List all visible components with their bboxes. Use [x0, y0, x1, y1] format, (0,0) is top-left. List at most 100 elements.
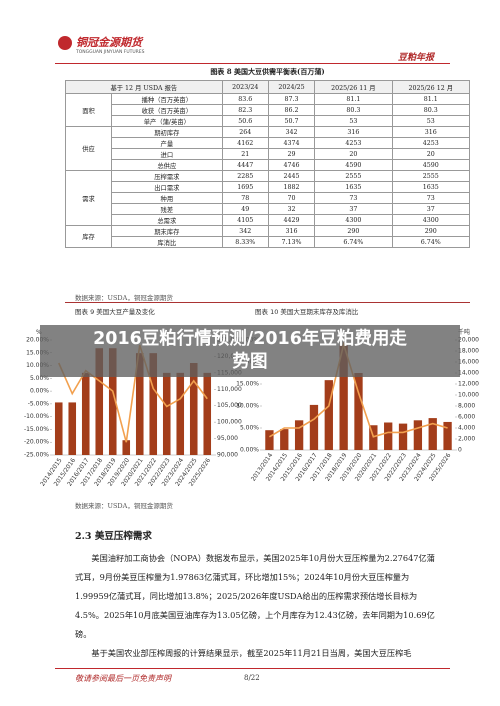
- bar: [354, 373, 363, 450]
- y2-tick-label: 8,000: [458, 403, 475, 410]
- y-axis-label: %: [36, 329, 42, 336]
- report-name: 豆粕年报: [398, 53, 435, 63]
- column-header: 2023/24: [221, 80, 269, 94]
- logo-mark: [58, 36, 72, 50]
- table-row: 库存 期末库存 342 316 290 290: [65, 225, 471, 248]
- y-tick-label: 5.00%: [30, 375, 49, 382]
- table-row: 总需求 4105 4429 4300 4300: [66, 214, 471, 226]
- y2-tick-label: 16,000: [458, 359, 479, 366]
- cell: 290: [314, 225, 393, 237]
- section-heading: 2.3 美豆压榨需求: [75, 531, 152, 542]
- cell: 4253: [314, 137, 393, 149]
- cell: 20: [314, 148, 393, 160]
- cell: 6.74%: [391, 236, 471, 248]
- table-source: 数据来源：USDA，铜冠金源期货: [75, 294, 173, 302]
- table-row: 库消比 8.33% 7.13% 6.74% 6.74%: [66, 236, 471, 248]
- cell: 种用: [111, 192, 223, 204]
- bar: [294, 420, 304, 450]
- cell: 73: [391, 192, 471, 204]
- cell: 4746: [267, 159, 316, 171]
- cell: 80.3: [314, 104, 393, 116]
- bar: [398, 423, 408, 450]
- bar: [108, 348, 117, 455]
- cell: 86.2: [267, 104, 316, 116]
- bar: [413, 420, 423, 450]
- y-tick-label: -5.00%: [28, 400, 50, 407]
- y2-tick-label: 14,000: [458, 370, 479, 377]
- bar: [339, 345, 348, 450]
- table-row: 总供应 4447 4746 4590 4590: [66, 159, 471, 171]
- table-row: 产量 4162 4374 4253 4253: [66, 137, 471, 149]
- cell: 21: [221, 148, 269, 160]
- page-number: 8/22: [244, 674, 260, 682]
- cell: 81.1: [314, 93, 393, 105]
- cell: 出口需求: [111, 181, 223, 193]
- bar: [149, 353, 158, 455]
- bar: [428, 418, 437, 450]
- brand-en: TONGGUAN JINYUAN FUTURES: [76, 50, 145, 55]
- bar: [189, 363, 198, 455]
- bar: [280, 429, 289, 450]
- cell: 32: [267, 203, 316, 215]
- cell: 316: [314, 126, 393, 138]
- y-tick-label: -15.00%: [24, 426, 49, 433]
- bar: [265, 430, 274, 450]
- group-label: 面积: [65, 93, 112, 127]
- cell: 7.13%: [267, 236, 316, 248]
- cell: 2285: [221, 170, 269, 182]
- bar: [54, 402, 63, 455]
- bar: [309, 404, 319, 450]
- cell: 80.3: [391, 104, 471, 116]
- paragraph: 基于美国农业部压榨周报的计算结果显示，截至2025年11月21日当周，美国大豆压…: [91, 648, 412, 658]
- y2-tick-label: 6,000: [458, 414, 475, 421]
- cell: 342: [267, 126, 316, 138]
- cell: 316: [391, 126, 471, 138]
- cell: 20: [391, 148, 471, 160]
- cell: 4300: [391, 214, 471, 226]
- cell: 78: [221, 192, 269, 204]
- y-tick-label: 0.00%: [30, 388, 49, 395]
- bar: [81, 372, 90, 455]
- cell: 50.6: [221, 115, 269, 127]
- cell: 50.7: [267, 115, 316, 127]
- disclaimer: 敬请参阅最后一页免责声明: [75, 674, 171, 683]
- cell: 4300: [314, 214, 393, 226]
- cell: 4253: [391, 137, 471, 149]
- table-row: 出口需求 1695 1882 1635 1635: [66, 181, 471, 193]
- header-rule: [55, 63, 450, 64]
- cell: 37: [391, 203, 471, 215]
- cell: 单产（蒲/英亩）: [111, 115, 223, 127]
- y-tick-label: 0.00%: [240, 447, 259, 454]
- cell: 进口: [111, 148, 223, 160]
- y-tick-label: -25.00%: [24, 452, 49, 459]
- y2-tick-label: 12,000: [458, 381, 479, 388]
- y2-tick-label: 95,000: [217, 435, 238, 442]
- cell: 总供应: [111, 159, 223, 171]
- header-row: 基于 12 月 USDA 报告 2023/24 2024/25 2025/26 11 …: [65, 80, 471, 94]
- bar: [162, 372, 171, 455]
- bar: [122, 440, 131, 455]
- group-label: 供应: [65, 126, 112, 171]
- cell: 1695: [221, 181, 269, 193]
- cell: 期初库存: [111, 126, 223, 138]
- cell: 期末库存: [111, 225, 223, 237]
- table-row: 供应 期初库存 264 342 316 316: [65, 126, 471, 171]
- y2-tick-label: 0: [458, 447, 462, 454]
- cell: 播种（百万英亩）: [111, 93, 223, 105]
- cell: 290: [391, 225, 471, 237]
- y2-axis-label: 千吨: [458, 328, 470, 336]
- bar: [135, 353, 144, 455]
- table-row: 收获（百万英亩） 82.3 86.2 80.3 80.3: [66, 104, 471, 116]
- y-tick-label: 20.00%: [26, 337, 49, 344]
- chart-title: 图表 9 美国大豆产量及变化: [75, 307, 155, 316]
- charts-source: 数据来源：USDA，铜冠金源期货: [75, 502, 173, 510]
- y-tick-label: 15.00%: [26, 349, 49, 356]
- y2-tick-label: 20,000: [458, 337, 479, 344]
- cell: 70: [267, 192, 316, 204]
- bar: [443, 421, 452, 450]
- y2-tick-label: 4,000: [458, 425, 475, 432]
- y-tick-label: 15.00%: [236, 381, 259, 388]
- column-header: 2024/25: [267, 80, 316, 94]
- cell: 产量: [111, 137, 223, 149]
- cell: 1635: [391, 181, 471, 193]
